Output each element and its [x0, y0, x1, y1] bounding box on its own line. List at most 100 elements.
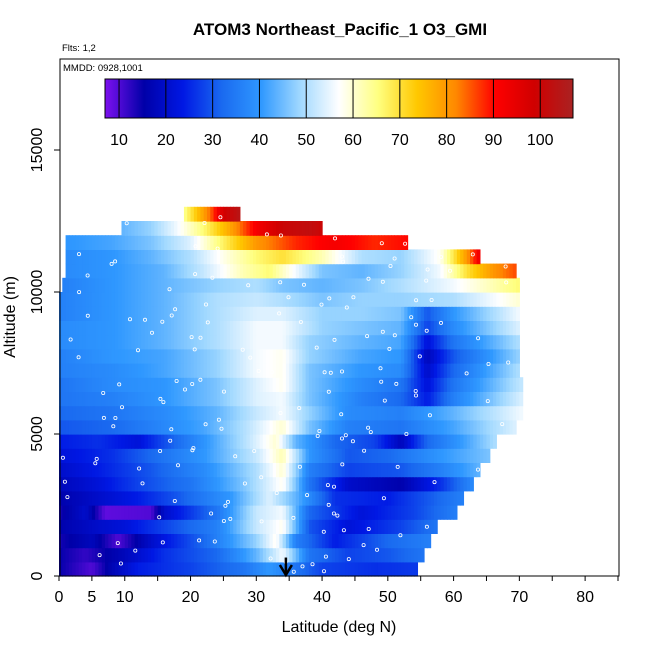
curtain-cell	[197, 391, 201, 407]
curtain-cell	[328, 263, 333, 279]
curtain-cell	[114, 434, 119, 449]
curtain-cell	[98, 277, 103, 293]
curtain-cell	[144, 561, 149, 577]
curtain-cell	[229, 476, 234, 492]
curtain-cell	[246, 334, 251, 350]
curtain-cell	[213, 221, 218, 236]
curtain-cell	[348, 391, 353, 407]
curtain-cell	[239, 292, 244, 307]
curtain-cell	[430, 306, 435, 321]
curtain-cell	[496, 377, 501, 392]
curtain-cell	[160, 277, 165, 293]
curtain-cell	[121, 249, 126, 265]
curtain-cell	[243, 490, 248, 506]
curtain-cell	[95, 235, 100, 250]
curtain-cell	[249, 249, 254, 265]
curtain-cell	[322, 419, 326, 435]
curtain-cell	[220, 561, 225, 577]
curtain-cell	[118, 419, 123, 435]
sample-point	[228, 516, 233, 521]
curtain-cell	[423, 292, 428, 307]
curtain-cell	[95, 363, 100, 378]
curtain-cell	[236, 505, 241, 520]
curtain-cell	[499, 348, 504, 364]
sample-point	[203, 422, 208, 427]
curtain-cell	[417, 391, 422, 407]
curtain-cell	[256, 448, 261, 463]
curtain-cell	[164, 277, 169, 293]
curtain-cell	[82, 391, 86, 407]
curtain-cell	[147, 249, 152, 265]
curtain-cell	[183, 221, 188, 236]
curtain-cell	[78, 462, 83, 478]
curtain-cell	[233, 334, 238, 350]
curtain-cell	[361, 249, 366, 265]
curtain-cell	[509, 320, 514, 336]
curtain-cell	[354, 348, 359, 364]
curtain-cell	[141, 505, 146, 520]
curtain-cell	[358, 292, 363, 307]
curtain-cell	[105, 419, 109, 435]
curtain-cell	[131, 348, 136, 364]
curtain-cell	[174, 547, 178, 563]
curtain-cell	[216, 235, 221, 250]
curtain-cell	[470, 348, 474, 364]
curtain-cell	[118, 519, 123, 534]
curtain-cell	[190, 363, 195, 378]
curtain-cell	[384, 547, 389, 563]
curtain-cell	[206, 348, 211, 364]
curtain-cell	[131, 277, 136, 293]
curtain-cell	[105, 505, 109, 520]
curtain-cell	[466, 462, 471, 478]
curtain-cell	[243, 306, 248, 321]
curtain-cell	[193, 292, 198, 307]
curtain-cell	[463, 277, 468, 293]
curtain-cell	[453, 363, 458, 378]
sample-point	[175, 463, 180, 468]
curtain-cell	[164, 519, 169, 534]
curtain-cell	[65, 519, 70, 534]
curtain-cell	[417, 320, 422, 336]
curtain-cell	[328, 334, 333, 350]
curtain-cell	[387, 277, 392, 293]
curtain-cell	[315, 533, 320, 549]
curtain-cell	[364, 533, 369, 549]
curtain-cell	[216, 334, 221, 350]
curtain-cell	[338, 306, 343, 321]
curtain-cell	[75, 434, 80, 449]
curtain-cell	[147, 306, 152, 321]
curtain-cell	[160, 391, 165, 407]
curtain-cell	[197, 490, 201, 506]
curtain-cell	[220, 320, 225, 336]
curtain-cell	[256, 476, 261, 492]
curtain-cell	[68, 434, 73, 449]
sample-point	[297, 464, 302, 469]
curtain-cell	[253, 348, 257, 364]
curtain-cell	[72, 462, 77, 478]
curtain-cell	[266, 249, 271, 265]
curtain-cell	[345, 519, 349, 534]
curtain-cell	[62, 490, 67, 506]
curtain-cell	[279, 363, 284, 378]
curtain-cell	[282, 533, 287, 549]
curtain-cell	[374, 434, 379, 449]
curtain-cell	[128, 462, 132, 478]
curtain-cell	[193, 235, 198, 250]
curtain-cell	[397, 419, 402, 435]
curtain-cell	[213, 292, 218, 307]
curtain-cell	[65, 348, 70, 364]
curtain-cell	[256, 263, 261, 279]
curtain-cell	[443, 462, 448, 478]
curtain-cell	[108, 419, 113, 435]
curtain-cell	[259, 363, 264, 378]
curtain-cell	[95, 277, 100, 293]
curtain-cell	[312, 505, 317, 520]
curtain-cell	[387, 235, 392, 250]
curtain-cell	[190, 206, 195, 222]
curtain-cell	[164, 462, 169, 478]
curtain-cell	[213, 419, 218, 435]
curtain-cell	[78, 277, 83, 293]
curtain-cell	[354, 334, 359, 350]
curtain-cell	[394, 448, 399, 463]
curtain-cell	[489, 334, 494, 350]
